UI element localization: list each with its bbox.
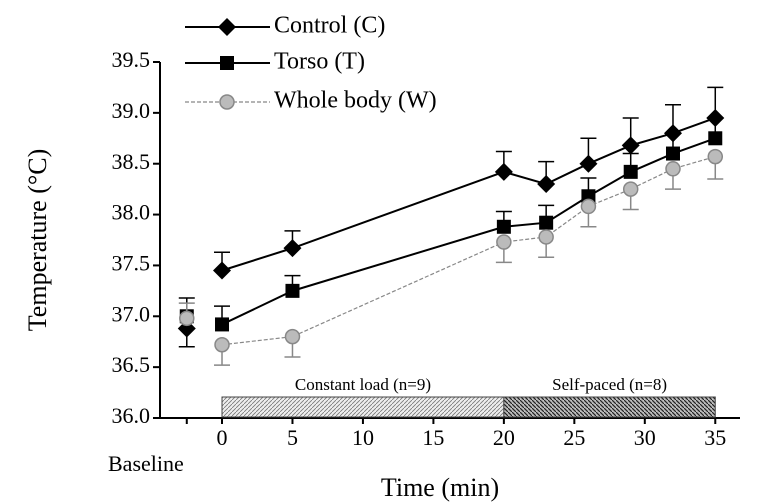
point <box>539 215 554 230</box>
y-tick-label: 39.0 <box>112 98 151 123</box>
legend-label: Control (C) <box>274 13 385 39</box>
y-tick-label: 39.5 <box>112 47 151 72</box>
point <box>707 148 724 165</box>
phase-bar <box>503 396 716 418</box>
phase-label: Constant load (n=9) <box>295 375 431 394</box>
x-tick-label: Baseline <box>108 451 184 476</box>
point <box>496 234 512 250</box>
y-tick-label: 38.0 <box>112 200 151 225</box>
point <box>285 283 300 298</box>
legend-marker <box>218 18 236 36</box>
point <box>537 175 556 194</box>
point <box>622 181 639 197</box>
baseline-marker <box>179 310 195 327</box>
point <box>213 261 232 280</box>
y-tick-label: 37.5 <box>112 250 151 275</box>
x-tick-label: 5 <box>287 425 298 450</box>
legend-label: Whole body (W) <box>274 88 437 114</box>
point <box>708 131 723 146</box>
series-line <box>221 156 716 346</box>
y-axis-label: Temperature (°C) <box>23 149 52 332</box>
point <box>496 219 511 234</box>
point <box>579 154 598 173</box>
y-tick-label: 36.5 <box>112 352 151 377</box>
legend-label: Torso (T) <box>274 49 365 75</box>
x-tick-label: 20 <box>493 425 515 450</box>
point <box>580 198 597 215</box>
point <box>665 146 680 161</box>
point <box>621 136 640 155</box>
legend-marker <box>219 94 235 110</box>
x-tick-label: 15 <box>422 425 444 450</box>
x-tick-label: 0 <box>217 425 228 450</box>
y-tick-label: 38.5 <box>112 149 151 174</box>
x-tick-label: 30 <box>634 425 656 450</box>
x-tick-label: 35 <box>704 425 726 450</box>
y-tick-label: 37.0 <box>112 301 151 326</box>
y-tick-label: 36.0 <box>112 403 151 428</box>
series-line <box>221 137 716 326</box>
point <box>214 337 230 353</box>
series-line <box>221 117 716 272</box>
point <box>215 317 230 332</box>
phase-label: Self-paced (n=8) <box>552 375 667 394</box>
legend-marker <box>220 56 234 70</box>
point <box>283 239 302 258</box>
point <box>494 162 513 181</box>
x-axis-label: Time (min) <box>381 473 499 502</box>
point <box>284 328 301 345</box>
x-tick-label: 10 <box>352 425 374 450</box>
point <box>623 164 638 179</box>
point <box>665 161 681 177</box>
x-tick-label: 25 <box>563 425 585 450</box>
point <box>538 229 554 245</box>
phase-bar <box>221 396 505 418</box>
